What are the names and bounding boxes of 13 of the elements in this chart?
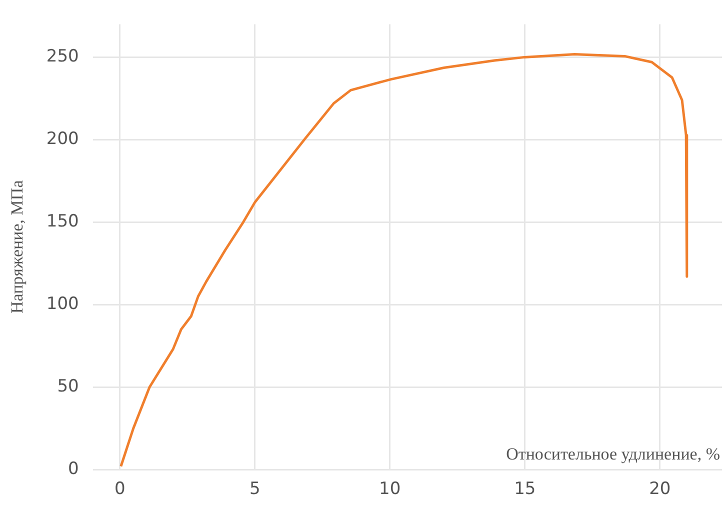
x-tick-label: 0 bbox=[114, 479, 126, 500]
y-axis-title: Напряжение, МПа bbox=[8, 180, 27, 314]
y-tick-label: 200 bbox=[46, 129, 79, 150]
x-axis-title: Относительное удлинение, % bbox=[506, 444, 720, 464]
y-tick-label: 100 bbox=[46, 294, 79, 314]
x-tick-label: 10 bbox=[379, 479, 401, 500]
y-tick-label: 50 bbox=[57, 376, 79, 397]
y-tick-label: 150 bbox=[46, 212, 79, 232]
x-tick-label: 5 bbox=[249, 479, 260, 500]
x-tick-label: 20 bbox=[649, 479, 671, 500]
y-tick-label: 250 bbox=[46, 46, 79, 67]
y-tick-label: 0 bbox=[68, 459, 79, 480]
x-tick-label: 15 bbox=[514, 479, 536, 500]
